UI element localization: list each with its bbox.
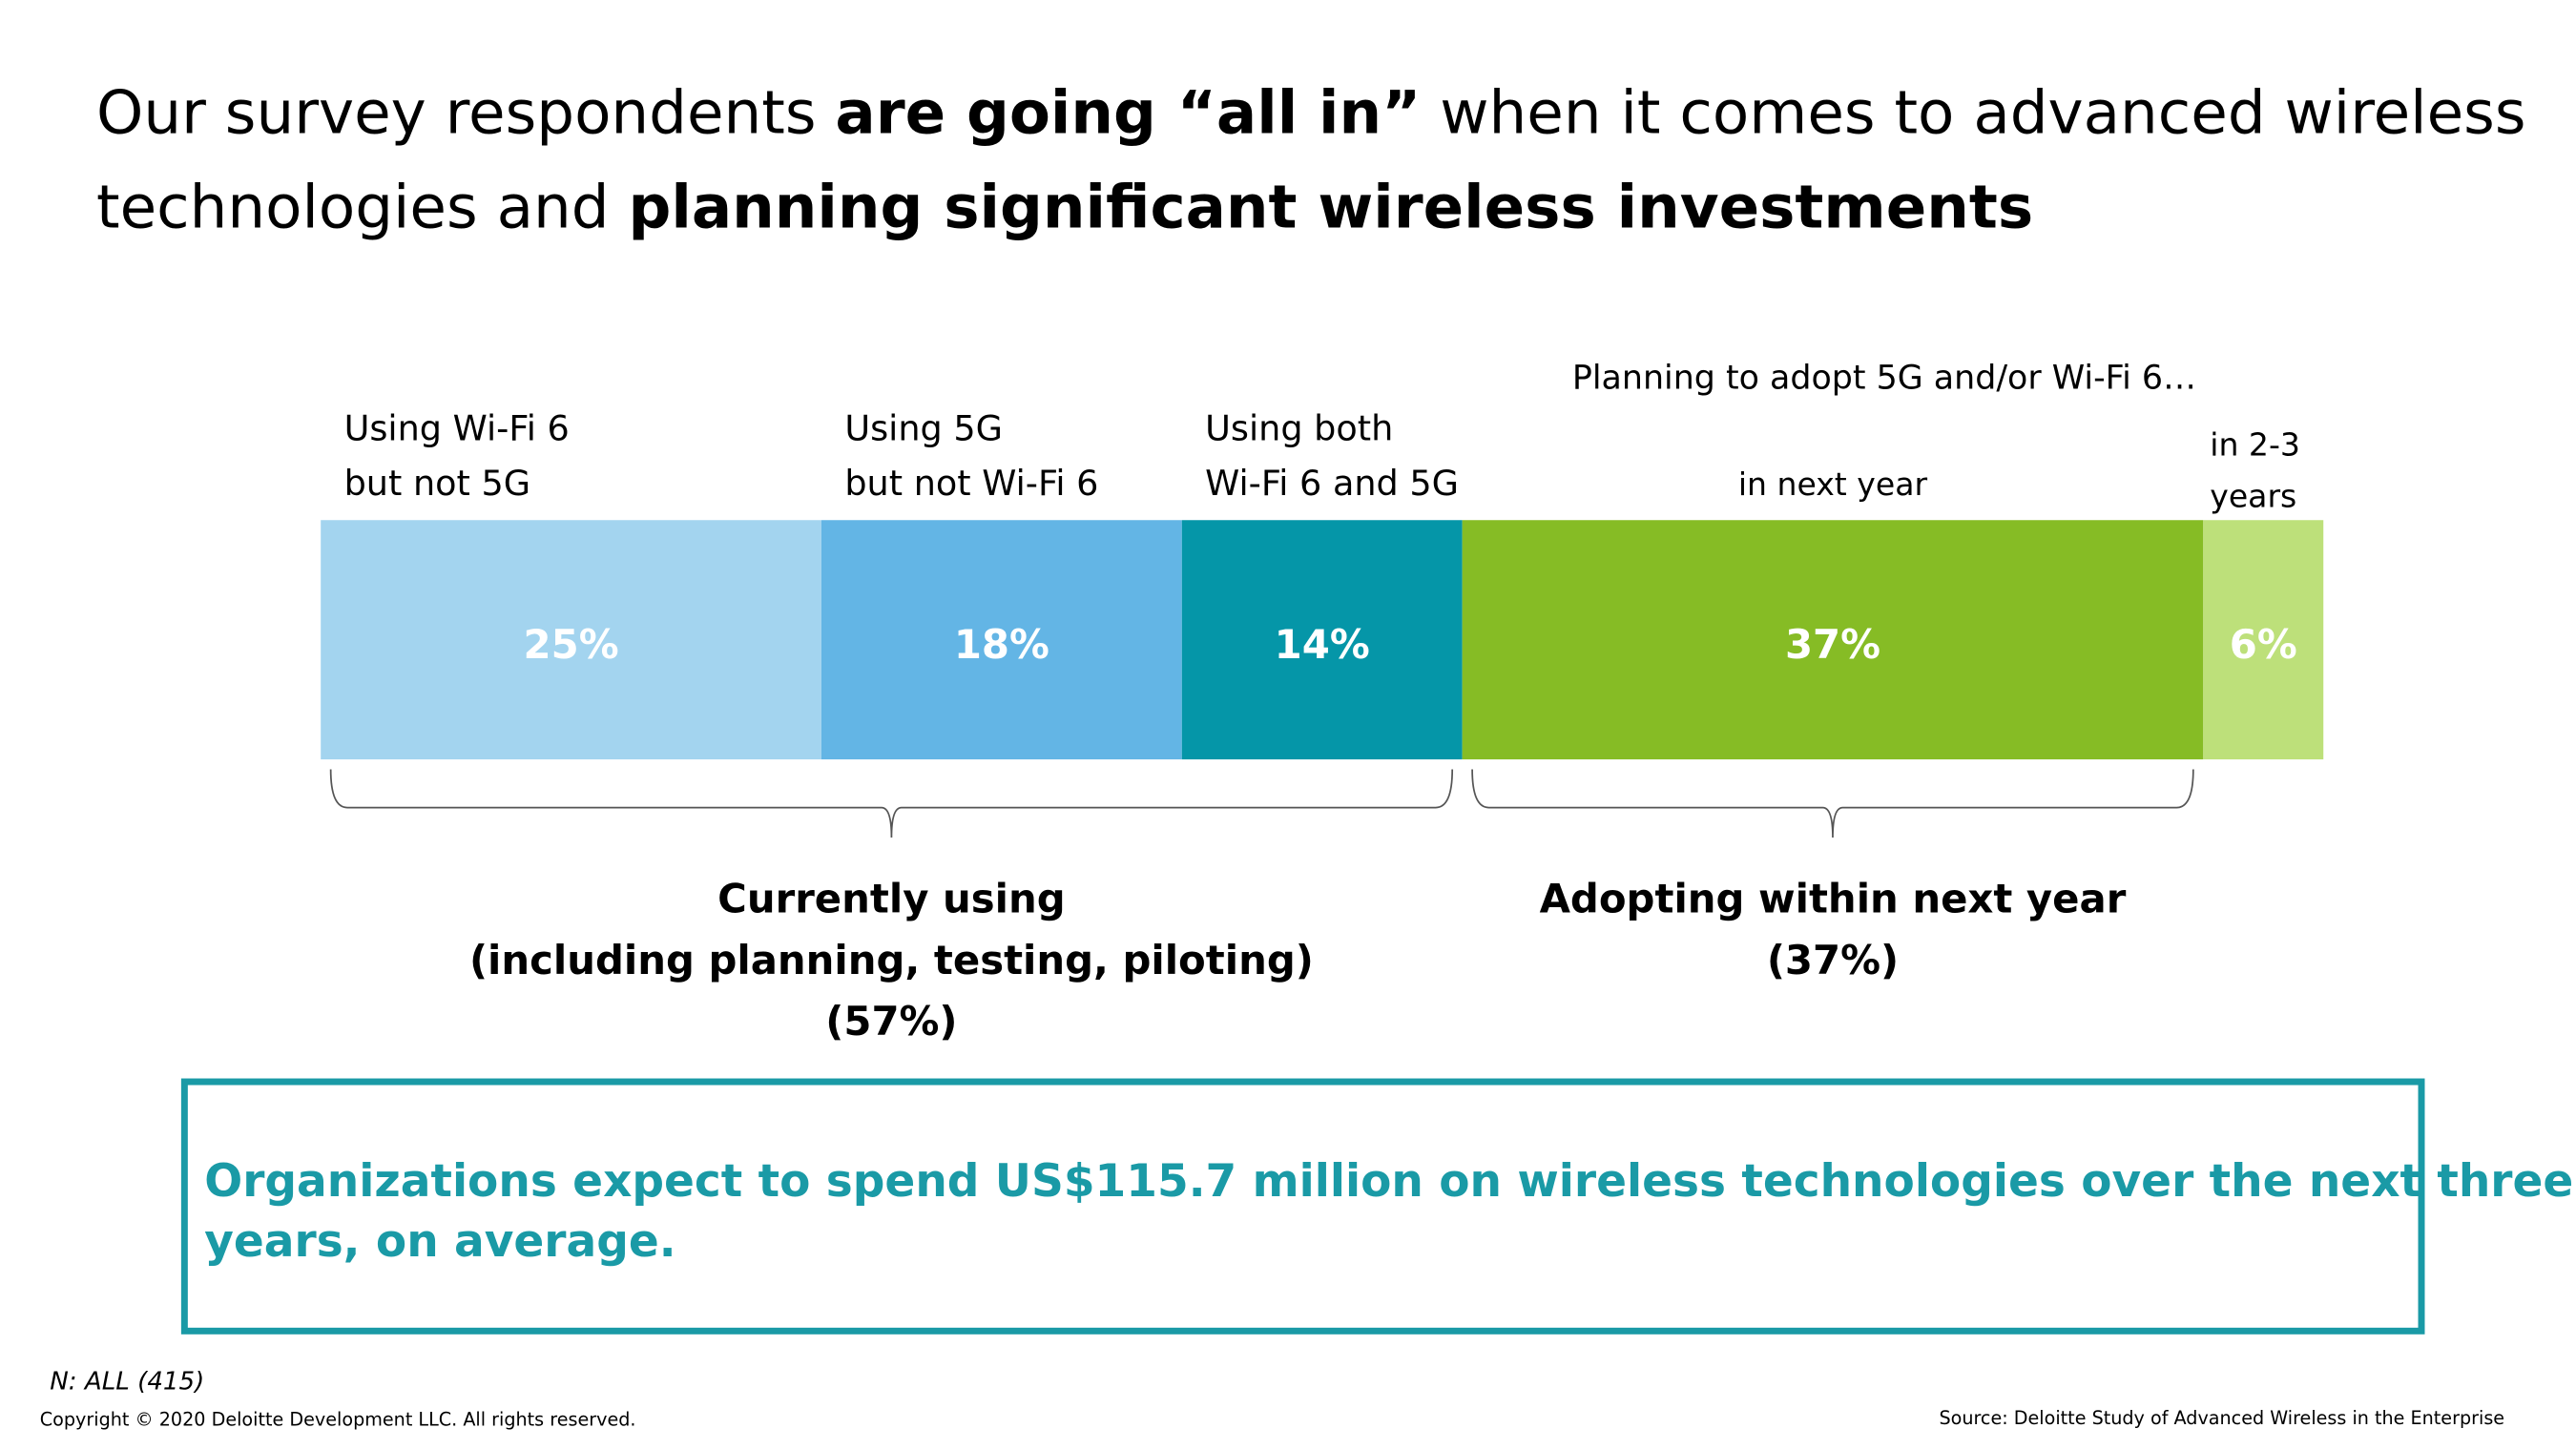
value-label: 25% bbox=[524, 621, 619, 668]
group-label: (including planning, testing, piloting) bbox=[469, 937, 1314, 983]
segment-label: in next year bbox=[1738, 466, 1928, 503]
group-label: (37%) bbox=[1767, 937, 1899, 983]
source: Source: Deloitte Study of Advanced Wirel… bbox=[1939, 1407, 2504, 1429]
bar-segment bbox=[1462, 520, 2204, 760]
bar-segment bbox=[2203, 520, 2324, 760]
title-run: planning significant wireless investment… bbox=[628, 173, 2033, 242]
bar-segment bbox=[321, 520, 821, 760]
segment-label: Wi-Fi 6 and 5G bbox=[1205, 463, 1459, 504]
header: Planning to adopt 5G and/or Wi-Fi 6… bbox=[1572, 360, 2196, 398]
segment-label: in 2-3 bbox=[2210, 425, 2300, 463]
bracket bbox=[1471, 769, 2194, 838]
segment-label: but not Wi-Fi 6 bbox=[844, 463, 1098, 504]
value-label: 14% bbox=[1275, 621, 1370, 668]
bar-segment bbox=[821, 520, 1182, 760]
value-label: 6% bbox=[2230, 621, 2297, 668]
group-label: Currently using bbox=[717, 875, 1066, 921]
group-label: Adopting within next year bbox=[1540, 875, 2127, 921]
value-label: 18% bbox=[954, 621, 1049, 668]
title-line: Our survey respondents are going “all in… bbox=[96, 77, 2525, 147]
segment-label: Using Wi-Fi 6 bbox=[344, 408, 570, 449]
segment-label: Using both bbox=[1205, 408, 1393, 449]
segment-label: but not 5G bbox=[344, 463, 531, 504]
title-run: when it comes to advanced wireless bbox=[1421, 77, 2525, 147]
value-label: 37% bbox=[1785, 621, 1880, 668]
copyright: Copyright © 2020 Deloitte Development LL… bbox=[40, 1409, 636, 1431]
bracket bbox=[329, 769, 1454, 838]
title-run: Our survey respondents bbox=[96, 77, 835, 147]
callout-box bbox=[180, 1078, 2425, 1335]
group-label: (57%) bbox=[825, 998, 957, 1045]
bar-segment bbox=[1181, 520, 1463, 760]
title-line: technologies and planning significant wi… bbox=[96, 173, 2033, 242]
title-run: technologies and bbox=[96, 173, 628, 242]
callout-text: years, on average. bbox=[204, 1215, 675, 1268]
title-run: are going “all in” bbox=[835, 77, 1421, 147]
note: N: ALL (415) bbox=[50, 1367, 204, 1396]
callout-text: Organizations expect to spend US$115.7 m… bbox=[204, 1155, 2573, 1208]
segment-label: years bbox=[2210, 477, 2296, 514]
segment-label: Using 5G bbox=[844, 408, 1003, 449]
